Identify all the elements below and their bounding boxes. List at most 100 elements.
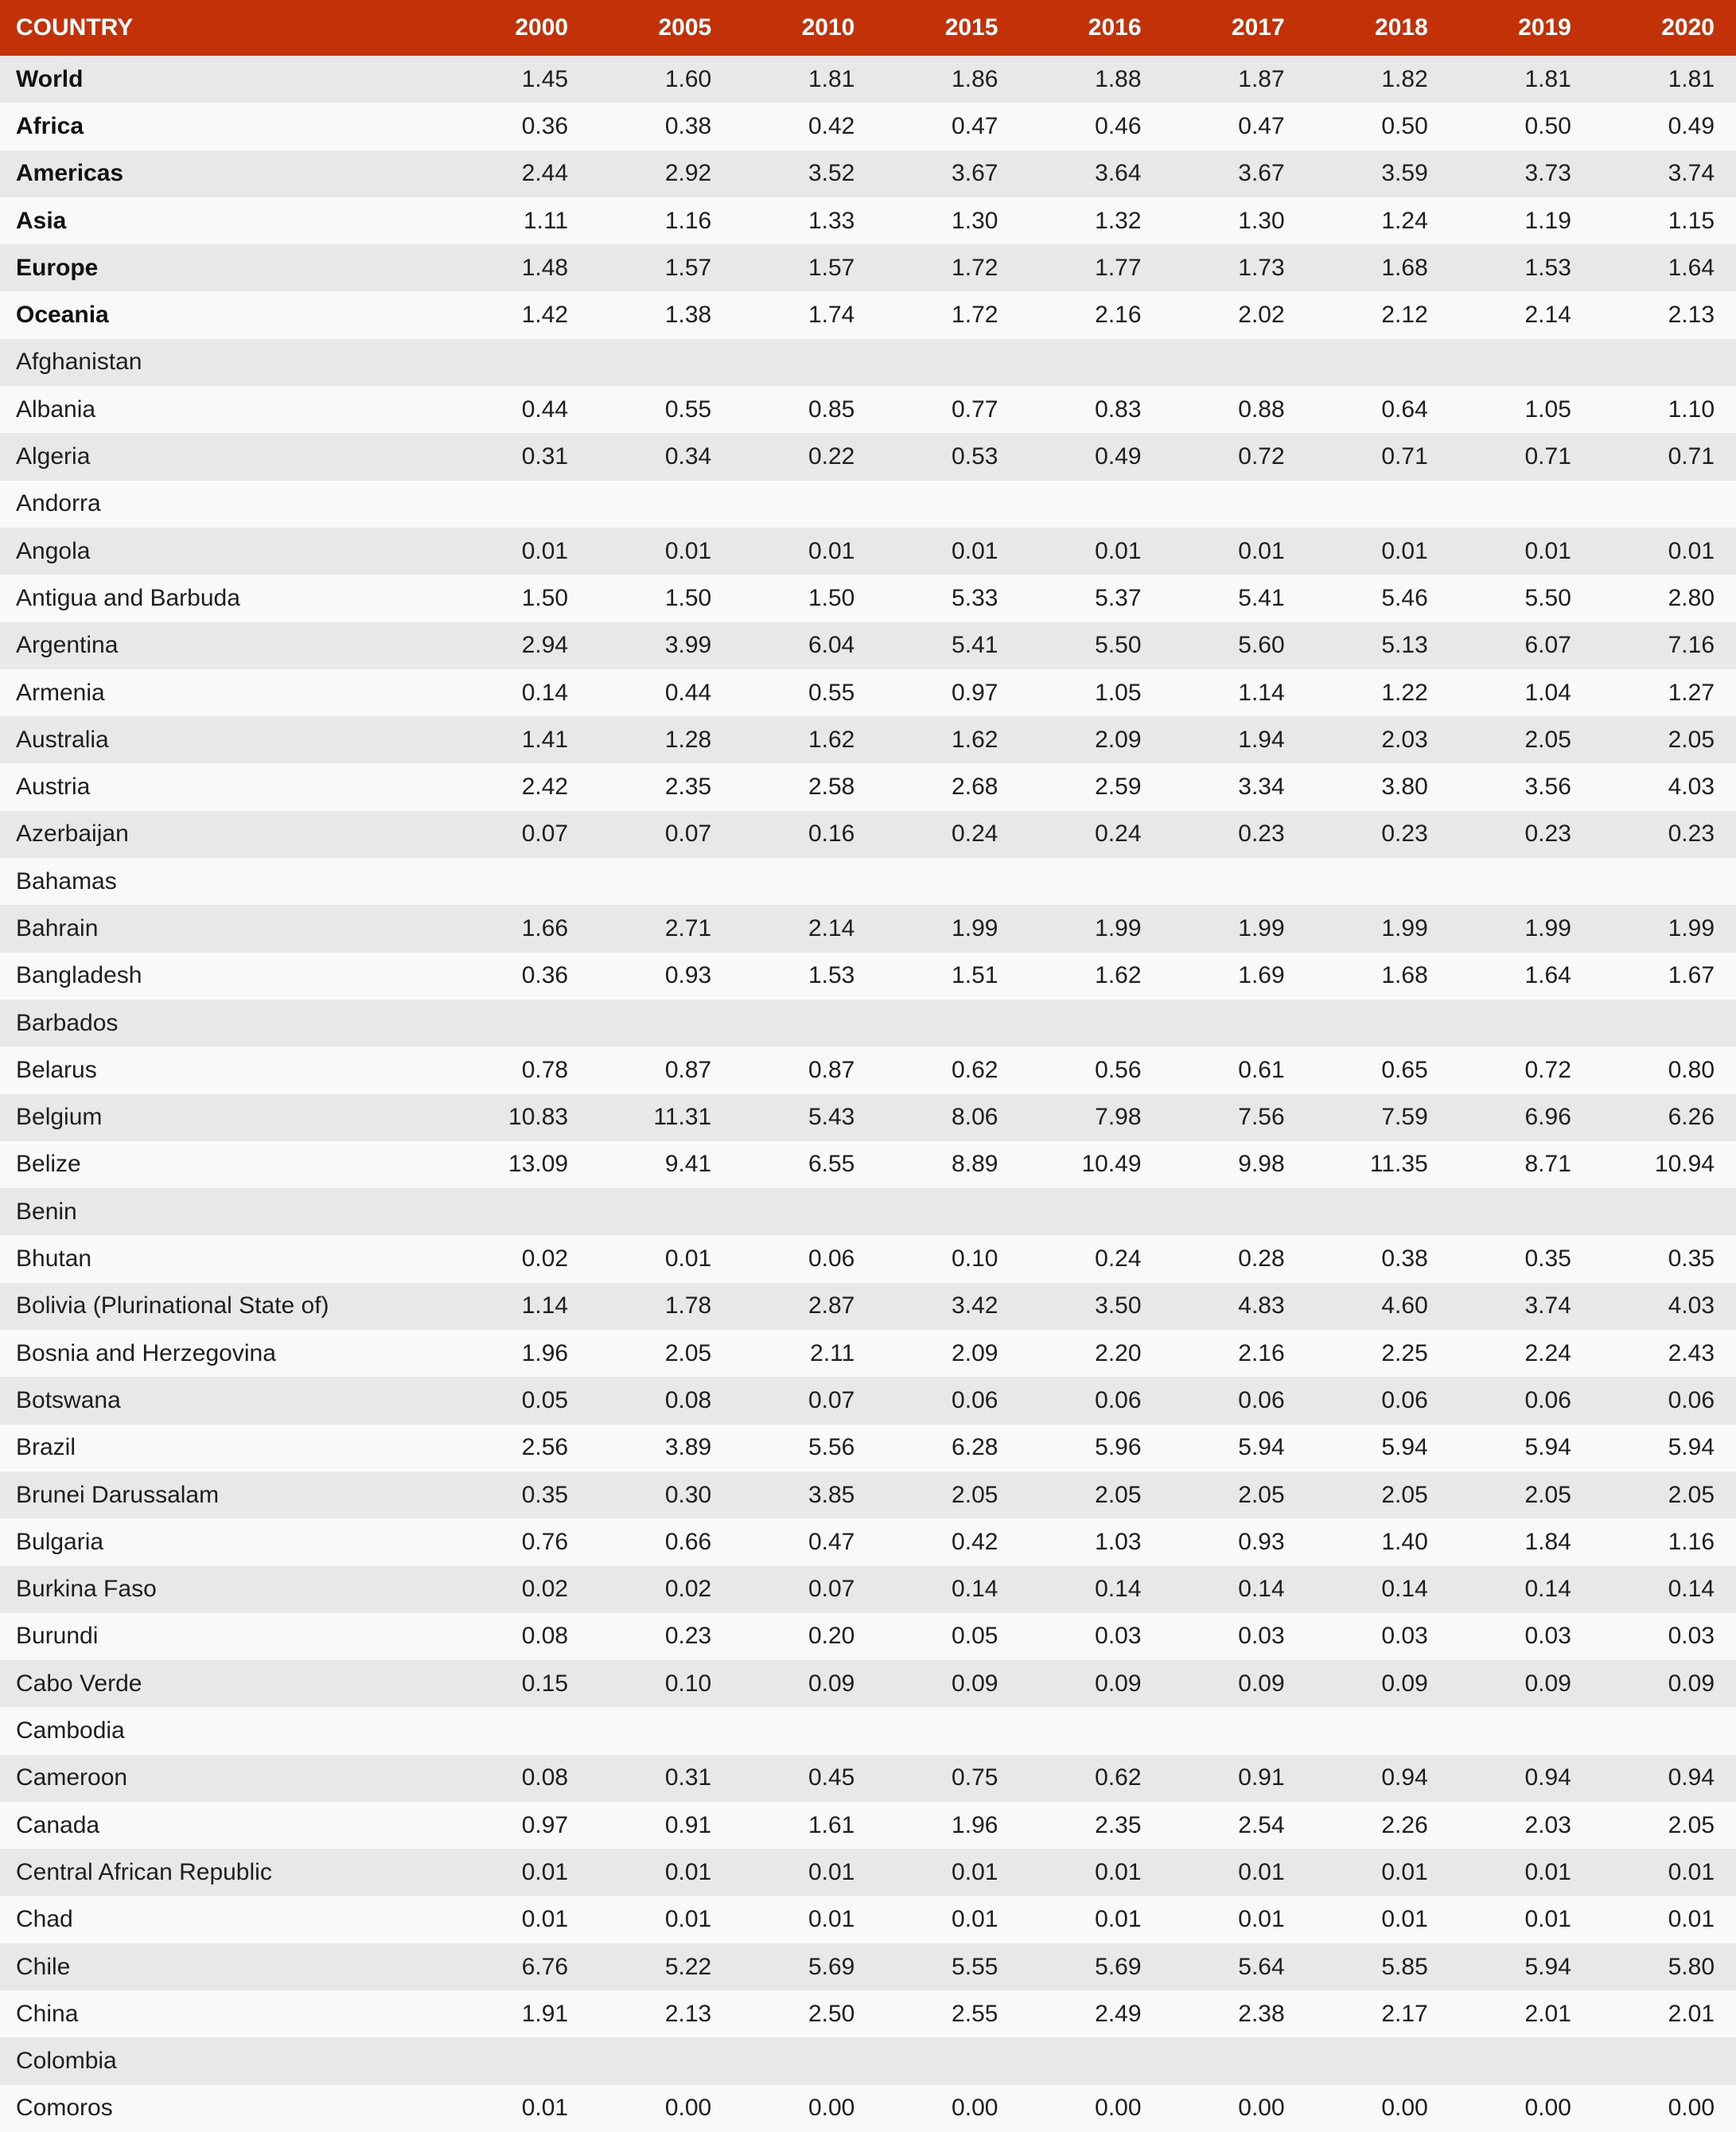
column-header-year: 2005	[590, 0, 734, 56]
value-cell: 1.04	[1524, 679, 1571, 706]
value-cell: 0.36	[521, 112, 569, 139]
value-cell: 0.06	[808, 1245, 855, 1273]
country-cell: Canada	[16, 1811, 100, 1838]
value-cell	[1019, 1188, 1162, 1235]
value-cell: 1.81	[808, 65, 855, 92]
value-cell: 0.01	[521, 1906, 569, 1933]
value-cell: 0.08	[521, 1764, 569, 1791]
value-cell: 1.53	[808, 962, 855, 989]
value-cell: 1.99	[1524, 914, 1571, 941]
country-cell: Armenia	[16, 679, 105, 706]
value-cell	[446, 858, 590, 905]
value-cell: 0.23	[664, 1623, 712, 1650]
value-cell: 0.42	[952, 1528, 998, 1555]
country-cell: Cambodia	[16, 1717, 125, 1744]
value-cell	[590, 858, 733, 905]
value-cell: 2.05	[1238, 1481, 1285, 1508]
value-cell: 0.06	[1524, 1386, 1571, 1413]
value-cell: 5.64	[1238, 1953, 1285, 1980]
table-row: Brunei Darussalam 0.35 0.30 3.85 2.05 2.05 2.0…	[0, 1471, 1736, 1519]
value-cell	[1450, 1707, 1593, 1754]
value-cell	[733, 1000, 876, 1047]
country-cell: Belize	[16, 1151, 81, 1178]
value-cell: 10.49	[1081, 1151, 1142, 1178]
value-cell: 6.76	[521, 1953, 569, 1980]
value-cell: 1.73	[1238, 254, 1285, 281]
value-cell: 5.80	[1668, 1953, 1715, 1980]
value-cell: 7.56	[1238, 1104, 1285, 1131]
column-header-year: 2019	[1449, 0, 1593, 56]
value-cell: 0.09	[1238, 1670, 1285, 1697]
country-cell: Belarus	[16, 1056, 97, 1083]
value-cell: 0.01	[808, 1858, 855, 1885]
value-cell: 5.94	[1524, 1953, 1571, 1980]
value-cell: 6.07	[1524, 632, 1571, 659]
value-cell: 1.14	[521, 1292, 569, 1319]
value-cell: 2.44	[521, 160, 569, 187]
value-cell: 0.00	[664, 2095, 712, 2122]
value-cell: 1.99	[952, 914, 998, 941]
value-cell: 2.12	[1381, 302, 1428, 329]
value-cell: 5.94	[1668, 1434, 1715, 1461]
value-cell: 1.99	[1668, 914, 1715, 941]
value-cell: 1.74	[808, 302, 855, 329]
value-cell: 1.99	[1095, 914, 1142, 941]
value-cell: 0.01	[521, 537, 569, 564]
country-cell: Brunei Darussalam	[16, 1481, 220, 1508]
value-cell: 2.35	[1095, 1811, 1142, 1838]
value-cell: 1.86	[952, 65, 998, 92]
value-cell: 0.65	[1381, 1056, 1428, 1083]
value-cell: 0.01	[808, 1906, 855, 1933]
value-cell: 0.01	[952, 537, 998, 564]
value-cell: 0.03	[1238, 1623, 1285, 1650]
table-row: Bosnia and Herzegovina 1.96 2.05 2.11 2.09 2.…	[0, 1330, 1736, 1378]
value-cell: 6.04	[808, 632, 855, 659]
value-cell	[733, 339, 876, 386]
value-cell: 3.42	[952, 1292, 998, 1319]
value-cell: 1.32	[1095, 207, 1142, 234]
value-cell: 3.67	[1238, 160, 1285, 187]
value-cell: 1.50	[664, 584, 712, 611]
value-cell: 5.94	[1381, 1434, 1428, 1461]
value-cell	[1019, 1707, 1162, 1754]
value-cell: 0.56	[1095, 1056, 1142, 1083]
value-cell: 0.23	[1238, 820, 1285, 848]
table-row: Americas 2.44 2.92 3.52 3.67 3.64 3.67 3.59 3.73…	[0, 150, 1736, 197]
value-cell	[446, 1707, 590, 1754]
value-cell: 2.02	[1238, 302, 1285, 329]
value-cell: 0.00	[808, 2095, 855, 2122]
value-cell: 0.14	[1381, 1576, 1428, 1603]
value-cell: 0.01	[1095, 1858, 1142, 1885]
country-cell: Argentina	[16, 632, 119, 659]
country-cell: Cabo Verde	[16, 1670, 142, 1697]
value-cell: 2.55	[952, 2000, 998, 2027]
value-cell: 13.09	[508, 1151, 569, 1178]
value-cell: 1.53	[1524, 254, 1571, 281]
column-header-year: 2016	[1019, 0, 1163, 56]
value-cell: 0.01	[1668, 537, 1715, 564]
table-row: Europe 1.48 1.57 1.57 1.72 1.77 1.73 1.68 1.53 1.…	[0, 244, 1736, 292]
value-cell: 10.94	[1654, 1151, 1715, 1178]
value-cell: 0.23	[1524, 820, 1571, 848]
value-cell: 0.07	[808, 1386, 855, 1413]
value-cell: 1.27	[1668, 679, 1715, 706]
value-cell	[733, 481, 876, 528]
value-cell: 1.16	[664, 207, 712, 234]
value-cell: 1.67	[1668, 962, 1715, 989]
value-cell	[1306, 481, 1450, 528]
value-cell: 0.71	[1668, 443, 1715, 470]
value-cell	[590, 1000, 733, 1047]
value-cell: 2.38	[1238, 2000, 1285, 2027]
value-cell	[1163, 2037, 1306, 2084]
value-cell: 0.38	[1381, 1245, 1428, 1273]
country-cell: Antigua and Barbuda	[16, 584, 240, 611]
value-cell: 0.09	[1095, 1670, 1142, 1697]
value-cell: 7.16	[1668, 632, 1715, 659]
value-cell	[1593, 1000, 1736, 1047]
value-cell: 0.71	[1524, 443, 1571, 470]
value-cell	[733, 858, 876, 905]
value-cell: 1.03	[1095, 1528, 1142, 1555]
column-header-country: COUNTRY	[0, 0, 446, 56]
value-cell: 0.02	[521, 1576, 569, 1603]
value-cell: 0.00	[1668, 2095, 1715, 2122]
